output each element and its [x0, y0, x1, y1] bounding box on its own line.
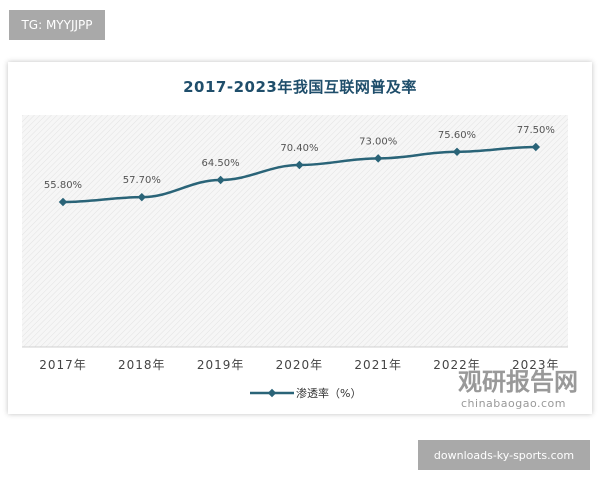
data-point	[137, 192, 147, 202]
data-label: 70.40%	[280, 143, 318, 154]
watermark-logo: 观研报告网 chinabaogao.com	[416, 362, 578, 410]
watermark-cn: 观研报告网	[458, 368, 578, 396]
legend: 渗透率（%）	[250, 385, 361, 401]
legend-line-icon	[250, 388, 294, 398]
x-tick-label: 2018年	[118, 358, 166, 372]
source-badge: downloads-ky-sports.com	[418, 440, 590, 470]
plot-area	[22, 115, 568, 347]
tg-badge: TG: MYYJJPP	[9, 10, 105, 40]
data-label: 64.50%	[202, 158, 240, 169]
x-tick-label: 2020年	[276, 358, 324, 372]
x-tick-label: 2021年	[354, 358, 402, 372]
x-tick-label: 2023年	[512, 358, 560, 372]
data-label: 75.60%	[438, 130, 476, 141]
data-point	[295, 160, 304, 170]
data-label: 77.50%	[517, 125, 555, 136]
data-point	[373, 154, 383, 163]
legend-label: 渗透率（%）	[296, 387, 362, 400]
chart-title: 2017-2023年我国互联网普及率	[183, 78, 417, 96]
data-label: 55.80%	[44, 180, 82, 191]
data-point	[452, 147, 462, 157]
x-tick-label: 2017年	[39, 358, 87, 372]
line-chart: 55.80% 2017年 57.70% 2018年 64.50% 2019年 70.40% 2…	[22, 115, 568, 372]
x-tick-label: 2022年	[433, 358, 481, 372]
chart-card: 2017-2023年我国互联网普及率 55.80% 2017年 57.70% 2018…	[8, 62, 592, 414]
data-label: 57.70%	[123, 175, 161, 186]
watermark-en: chinabaogao.com	[461, 397, 566, 410]
data-label: 73.00%	[359, 136, 397, 147]
x-tick-label: 2019年	[197, 358, 245, 372]
data-point	[216, 175, 225, 185]
